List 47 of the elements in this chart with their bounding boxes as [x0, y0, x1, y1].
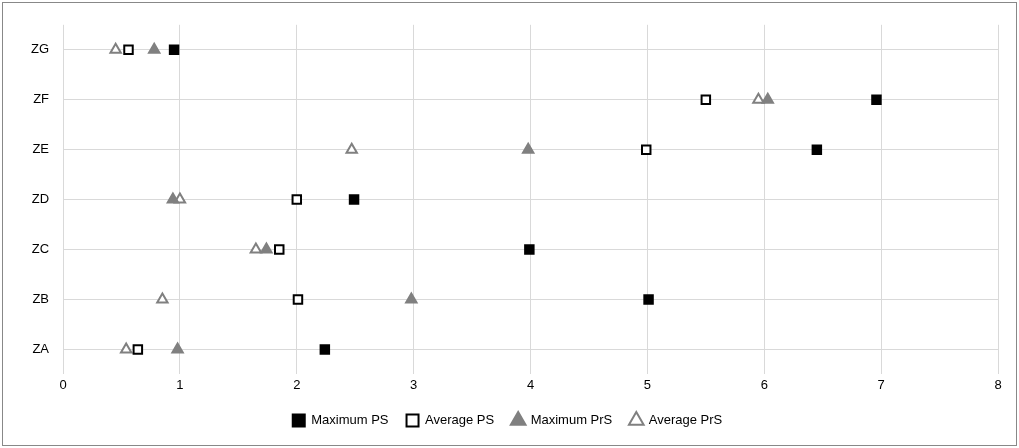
- x-tick-label: 4: [526, 376, 535, 392]
- y-tick-label: ZB: [32, 291, 50, 307]
- point: [345, 142, 358, 154]
- legend-label: Average PrS: [648, 412, 723, 428]
- point: [249, 242, 263, 254]
- y-tick-label: ZG: [30, 41, 50, 57]
- point: [119, 342, 133, 354]
- y-tick-label: ZF: [33, 91, 50, 107]
- legend-label: Average PS: [425, 412, 495, 428]
- point: [168, 44, 180, 56]
- legend-label: Maximum PS: [311, 412, 389, 428]
- x-tick-label: 5: [643, 376, 652, 392]
- point: [123, 44, 134, 56]
- point: [405, 292, 418, 304]
- point: [524, 244, 535, 255]
- y-tick-label: ZE: [32, 141, 50, 157]
- y-tick-label: ZC: [31, 241, 50, 257]
- x-tick-label: 1: [176, 376, 184, 392]
- point: [811, 144, 823, 155]
- y-tick-label: ZD: [31, 191, 50, 207]
- y-tick-label: ZA: [32, 341, 50, 357]
- point: [274, 244, 285, 255]
- point: [700, 94, 712, 105]
- point: [521, 142, 535, 154]
- point: [319, 344, 331, 355]
- point: [348, 194, 360, 205]
- point: [761, 92, 774, 104]
- legend-label: Maximum PrS: [530, 412, 613, 428]
- x-tick-label: 8: [994, 376, 1002, 392]
- point: [171, 342, 184, 354]
- x-tick-label: 6: [760, 376, 768, 392]
- point: [292, 294, 304, 305]
- x-tick-label: 0: [59, 376, 67, 392]
- point: [156, 292, 169, 304]
- point: [752, 92, 765, 104]
- point: [166, 192, 180, 204]
- point: [132, 344, 144, 355]
- point: [640, 144, 652, 155]
- point: [148, 42, 161, 54]
- point: [109, 42, 122, 54]
- x-tick-label: 7: [877, 376, 885, 392]
- x-tick-label: 3: [410, 376, 418, 392]
- x-tick-label: 2: [293, 376, 301, 392]
- point: [260, 242, 273, 254]
- point: [871, 94, 882, 105]
- point: [643, 294, 654, 305]
- point: [291, 194, 303, 205]
